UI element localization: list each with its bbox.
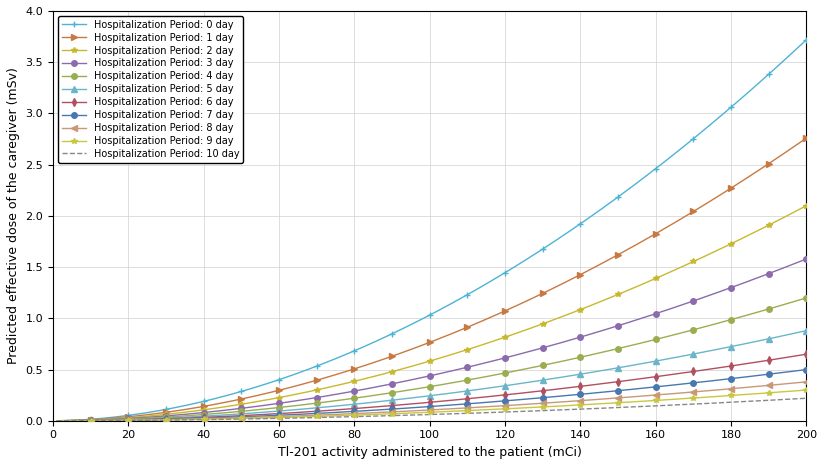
X-axis label: Tl-201 activity administered to the patient (mCi): Tl-201 activity administered to the pati… bbox=[278, 446, 582, 459]
Legend: Hospitalization Period: 0 day, Hospitalization Period: 1 day, Hospitalization Pe: Hospitalization Period: 0 day, Hospitali… bbox=[58, 16, 243, 163]
Y-axis label: Predicted effective dose of the caregiver (mSv): Predicted effective dose of the caregive… bbox=[7, 68, 20, 364]
